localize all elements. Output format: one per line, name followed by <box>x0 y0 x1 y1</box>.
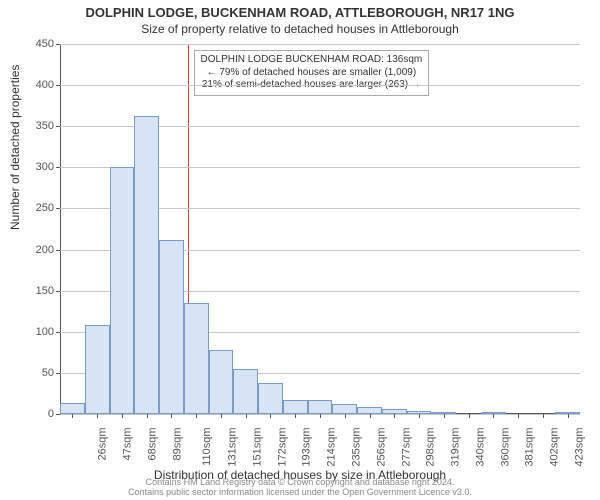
histogram-bar <box>85 325 110 414</box>
x-tick-label: 235sqm <box>352 428 363 467</box>
y-axis-line <box>60 44 61 414</box>
x-tick-label: 110sqm <box>202 428 213 466</box>
x-tick-label: 214sqm <box>327 428 338 467</box>
x-tick-mark <box>543 414 544 418</box>
x-tick-mark <box>320 414 321 418</box>
x-tick-mark <box>171 414 172 418</box>
histogram-bar <box>60 403 85 414</box>
x-tick-mark <box>270 414 271 418</box>
x-tick-label: 89sqm <box>172 428 183 461</box>
x-tick-mark <box>295 414 296 418</box>
histogram-bar <box>110 167 135 414</box>
x-tick-mark <box>97 414 98 418</box>
histogram-bar <box>308 400 333 414</box>
y-tick-label: 250 <box>14 203 54 214</box>
x-ticks-layer: 26sqm 47sqm 68sqm 89sqm 110sqm 131sqm 151sqm 17… <box>60 414 580 464</box>
histogram-bar <box>233 369 258 414</box>
x-tick-label: 402sqm <box>550 428 561 467</box>
x-tick-mark <box>493 414 494 418</box>
grid-line <box>60 85 580 86</box>
x-tick-label: 193sqm <box>302 428 313 467</box>
x-tick-label: 68sqm <box>147 428 158 461</box>
x-tick-mark <box>246 414 247 418</box>
x-tick-label: 172sqm <box>277 428 288 467</box>
footer-attribution: Contains HM Land Registry data © Crown c… <box>0 478 600 498</box>
y-tick-label: 350 <box>14 121 54 132</box>
y-tick-label: 300 <box>14 162 54 173</box>
y-tick-label: 200 <box>14 245 54 256</box>
histogram-bar <box>159 240 184 414</box>
y-tick-mark <box>56 85 60 86</box>
histogram-bar <box>184 303 209 414</box>
x-tick-mark <box>518 414 519 418</box>
x-tick-mark <box>196 414 197 418</box>
x-tick-label: 256sqm <box>376 428 387 467</box>
x-tick-mark <box>122 414 123 418</box>
x-tick-label: 423sqm <box>574 428 585 467</box>
y-tick-mark <box>56 167 60 168</box>
x-tick-label: 131sqm <box>228 428 239 467</box>
x-tick-label: 277sqm <box>401 428 412 467</box>
annotation-line-1: DOLPHIN LODGE BUCKENHAM ROAD: 136sqm <box>201 54 423 67</box>
histogram-bar <box>283 400 308 414</box>
x-tick-mark <box>147 414 148 418</box>
y-tick-label: 0 <box>14 409 54 420</box>
chart-container: DOLPHIN LODGE, BUCKENHAM ROAD, ATTLEBORO… <box>0 0 600 500</box>
x-tick-mark <box>345 414 346 418</box>
annotation-box: DOLPHIN LODGE BUCKENHAM ROAD: 136sqm ← 7… <box>194 50 430 96</box>
y-tick-mark <box>56 126 60 127</box>
histogram-bar <box>332 404 357 414</box>
x-tick-mark <box>419 414 420 418</box>
y-tick-mark <box>56 291 60 292</box>
y-tick-label: 400 <box>14 80 54 91</box>
x-tick-label: 381sqm <box>525 428 536 467</box>
y-tick-mark <box>56 332 60 333</box>
histogram-bar <box>357 407 382 414</box>
y-tick-label: 450 <box>14 39 54 50</box>
y-tick-mark <box>56 208 60 209</box>
x-tick-label: 47sqm <box>123 428 134 461</box>
x-tick-label: 360sqm <box>500 428 511 467</box>
annotation-line-2: ← 79% of detached houses are smaller (1,… <box>201 67 423 80</box>
y-tick-label: 150 <box>14 286 54 297</box>
x-tick-mark <box>469 414 470 418</box>
y-tick-mark <box>56 44 60 45</box>
x-tick-mark <box>221 414 222 418</box>
footer-line-2: Contains public sector information licen… <box>0 488 600 498</box>
x-tick-mark <box>370 414 371 418</box>
chart-subtitle: Size of property relative to detached ho… <box>0 22 600 36</box>
x-tick-mark <box>444 414 445 418</box>
histogram-bar <box>134 116 159 414</box>
plot-area: DOLPHIN LODGE BUCKENHAM ROAD: 136sqm ← 7… <box>60 44 580 414</box>
x-tick-label: 298sqm <box>426 428 437 467</box>
histogram-bar <box>258 383 283 414</box>
histogram-bar <box>209 350 234 414</box>
x-tick-label: 340sqm <box>475 428 486 467</box>
grid-line <box>60 44 580 45</box>
chart-title: DOLPHIN LODGE, BUCKENHAM ROAD, ATTLEBORO… <box>0 0 600 20</box>
x-tick-label: 26sqm <box>98 428 109 461</box>
x-tick-label: 319sqm <box>451 428 462 467</box>
x-tick-mark <box>394 414 395 418</box>
y-tick-mark <box>56 373 60 374</box>
x-tick-mark <box>568 414 569 418</box>
y-tick-mark <box>56 250 60 251</box>
y-tick-label: 100 <box>14 327 54 338</box>
x-tick-mark <box>72 414 73 418</box>
x-tick-label: 151sqm <box>253 428 264 467</box>
y-tick-label: 50 <box>14 368 54 379</box>
